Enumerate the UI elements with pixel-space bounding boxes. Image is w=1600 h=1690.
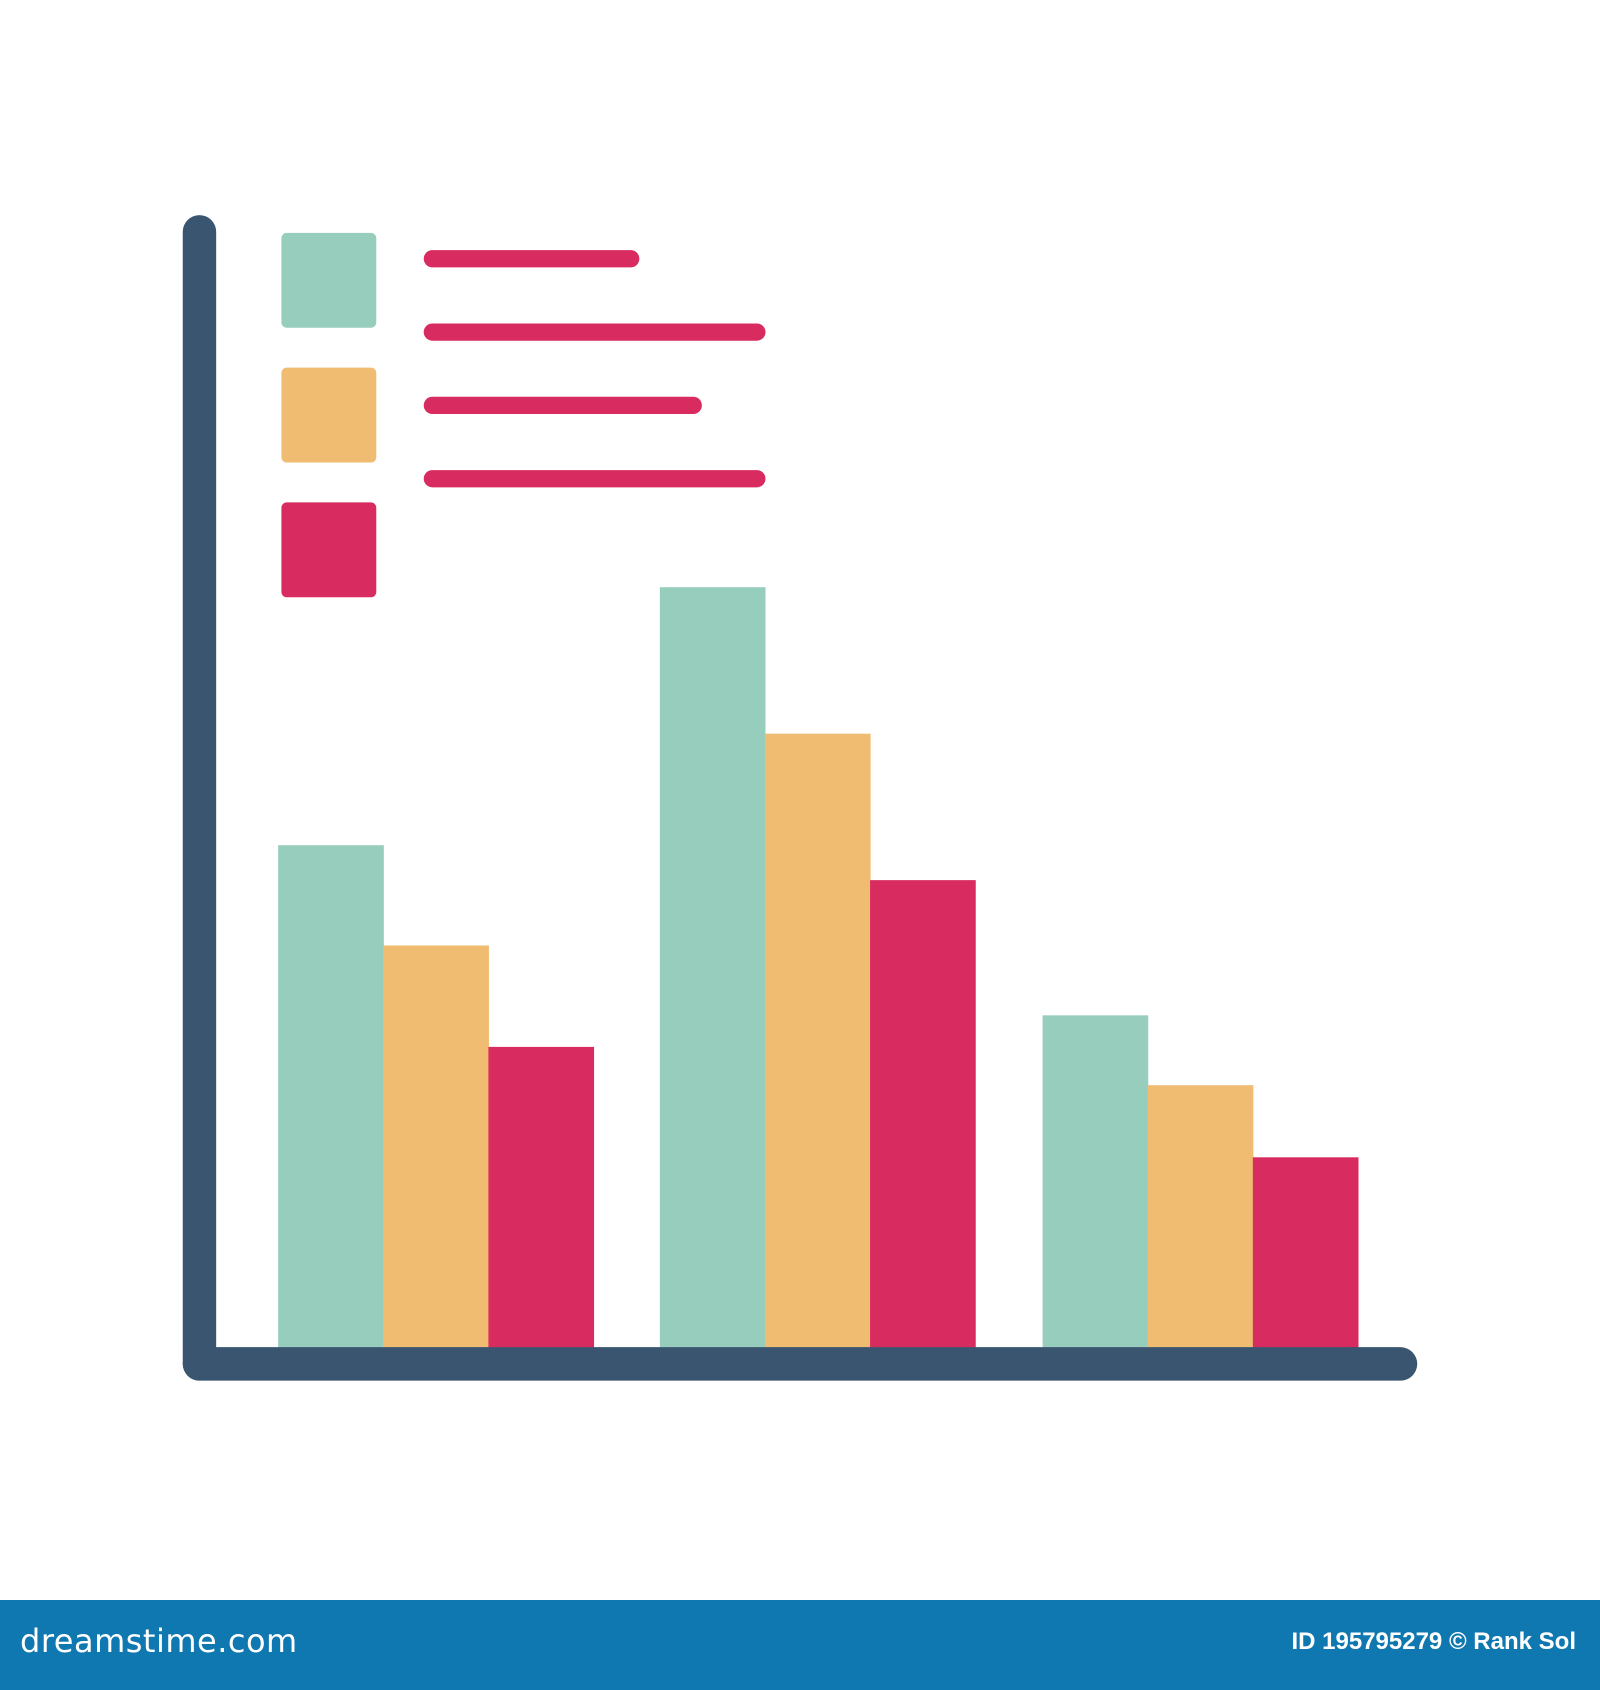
bar-series3-group1 — [488, 1046, 595, 1348]
image-credit: ID 195795279 © Rank Sol — [1291, 1628, 1576, 1655]
bar-chart — [182, 215, 1418, 1381]
brand-logo: dreamstime.com — [20, 1622, 298, 1660]
bar-series3-group2 — [870, 880, 976, 1348]
bars-group — [278, 587, 1359, 1348]
footer-banner: dreamstime.com ID 195795279 © Rank Sol — [0, 1600, 1600, 1690]
bar-series2-group1 — [383, 945, 489, 1348]
bar-series2-group3 — [1147, 1085, 1254, 1348]
bar-series1-group2 — [659, 587, 766, 1348]
bar-series1-group1 — [278, 845, 384, 1348]
legend — [281, 232, 766, 598]
bar-series1-group3 — [1042, 1015, 1149, 1348]
legend-swatch-1 — [281, 232, 377, 328]
bar-series2-group2 — [764, 733, 871, 1348]
legend-swatch-3 — [281, 502, 377, 598]
bar-series3-group3 — [1252, 1157, 1359, 1348]
legend-swatch-2 — [281, 367, 377, 463]
